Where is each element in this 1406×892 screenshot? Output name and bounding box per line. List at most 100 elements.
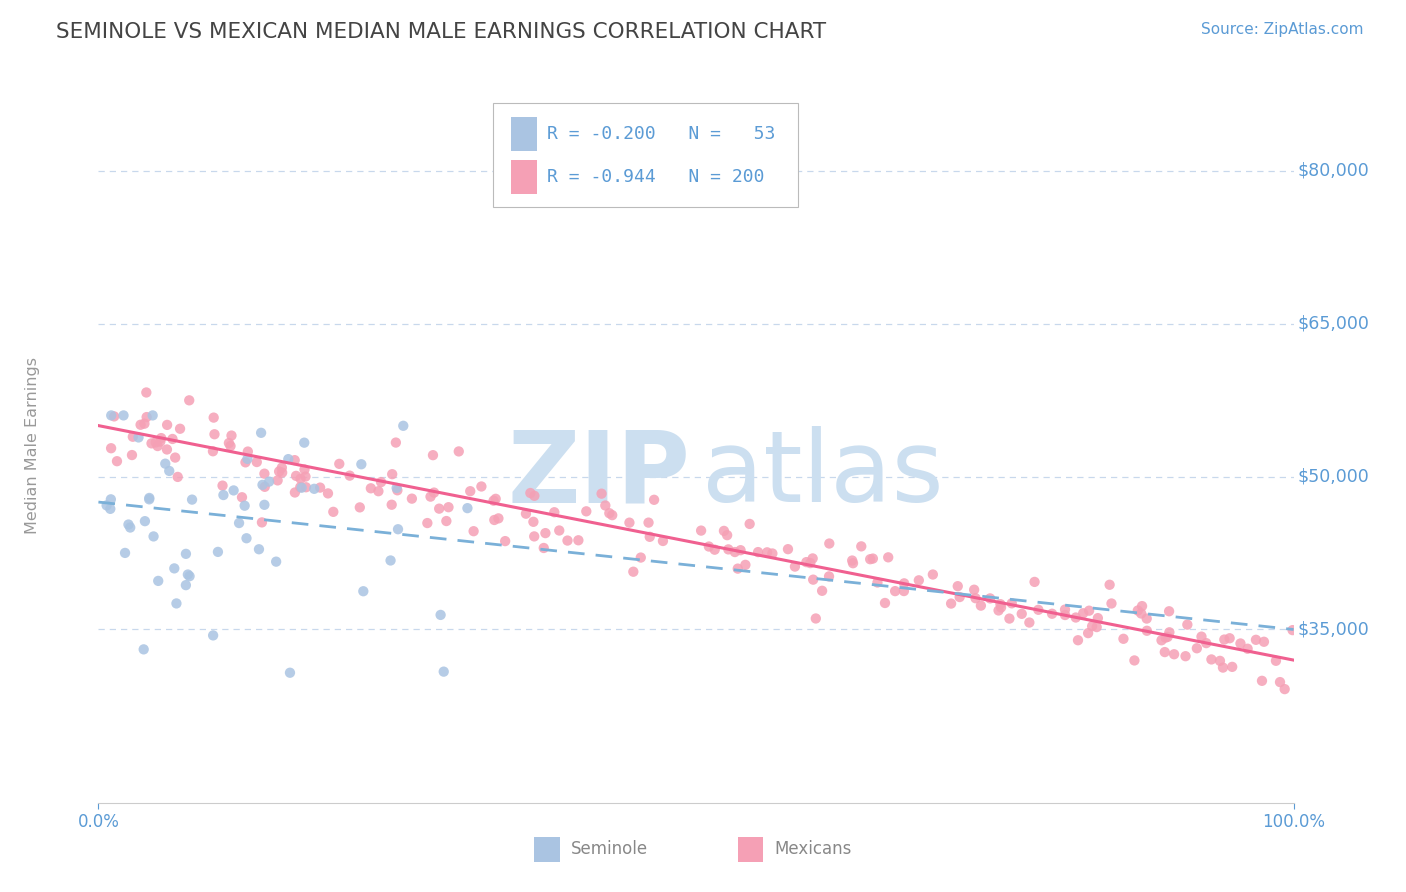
Point bbox=[841, 553, 863, 567]
Point bbox=[257, 475, 280, 489]
Point bbox=[1209, 654, 1232, 668]
Point bbox=[177, 567, 200, 582]
Point bbox=[990, 597, 1012, 611]
Point bbox=[811, 583, 834, 598]
Point bbox=[990, 600, 1012, 615]
Point bbox=[730, 543, 752, 558]
Point bbox=[98, 501, 121, 516]
Point bbox=[207, 545, 229, 559]
Point bbox=[1220, 660, 1243, 674]
Point bbox=[149, 434, 172, 449]
Point bbox=[134, 514, 156, 528]
Point bbox=[600, 508, 623, 523]
Point bbox=[1085, 620, 1108, 634]
Point bbox=[575, 504, 598, 518]
Point bbox=[112, 409, 135, 423]
Point bbox=[169, 422, 191, 436]
Point bbox=[138, 492, 160, 507]
Point bbox=[100, 409, 122, 423]
Point bbox=[484, 513, 506, 527]
Text: atlas: atlas bbox=[702, 426, 943, 523]
FancyBboxPatch shape bbox=[738, 837, 763, 862]
Point bbox=[349, 500, 371, 515]
Point bbox=[949, 590, 972, 604]
Point bbox=[1251, 673, 1274, 688]
Point bbox=[204, 427, 226, 442]
Point bbox=[1163, 647, 1185, 661]
Point bbox=[703, 542, 725, 557]
Point bbox=[1175, 617, 1198, 632]
Point bbox=[266, 474, 288, 488]
Point bbox=[328, 457, 350, 471]
Point bbox=[219, 439, 242, 453]
Point bbox=[713, 524, 735, 538]
Point bbox=[1264, 654, 1286, 668]
Point bbox=[322, 505, 344, 519]
Point bbox=[1053, 602, 1076, 616]
Point bbox=[290, 472, 312, 486]
Point bbox=[264, 555, 287, 569]
Point bbox=[557, 533, 579, 548]
Point bbox=[100, 441, 122, 455]
Point bbox=[842, 556, 865, 570]
Point bbox=[873, 596, 896, 610]
Point bbox=[385, 435, 408, 450]
Point bbox=[1201, 652, 1223, 666]
Point bbox=[818, 569, 841, 583]
Point bbox=[1087, 611, 1109, 625]
Point bbox=[486, 511, 509, 525]
Point bbox=[1154, 631, 1177, 645]
Point bbox=[761, 547, 783, 561]
Point bbox=[1156, 630, 1178, 644]
Point bbox=[246, 455, 269, 469]
FancyBboxPatch shape bbox=[510, 160, 537, 194]
Point bbox=[350, 457, 373, 471]
Point bbox=[1028, 603, 1050, 617]
Text: Source: ZipAtlas.com: Source: ZipAtlas.com bbox=[1201, 22, 1364, 37]
Point bbox=[652, 533, 675, 548]
Point bbox=[128, 430, 150, 444]
Point bbox=[1212, 660, 1234, 674]
Point bbox=[1174, 649, 1197, 664]
Point bbox=[893, 584, 915, 599]
Point bbox=[1274, 682, 1296, 697]
Text: R = -0.944   N = 200: R = -0.944 N = 200 bbox=[547, 168, 763, 186]
Point bbox=[458, 484, 481, 499]
Point bbox=[165, 450, 187, 465]
Point bbox=[519, 486, 541, 500]
Point bbox=[1281, 623, 1303, 637]
Point bbox=[638, 530, 661, 544]
Point bbox=[422, 448, 444, 462]
Point bbox=[939, 597, 962, 611]
Point bbox=[291, 481, 314, 495]
Point bbox=[1136, 624, 1159, 638]
Point bbox=[1130, 607, 1153, 621]
Point bbox=[367, 484, 389, 499]
Point bbox=[433, 665, 456, 679]
Point bbox=[233, 499, 256, 513]
Point bbox=[851, 540, 873, 554]
Point bbox=[247, 542, 270, 557]
Point bbox=[181, 492, 204, 507]
Point bbox=[548, 524, 571, 538]
Point bbox=[138, 491, 160, 505]
Point bbox=[145, 435, 167, 450]
Point bbox=[120, 520, 142, 534]
Point bbox=[179, 569, 201, 583]
Point bbox=[619, 516, 641, 530]
Point bbox=[643, 492, 665, 507]
Point bbox=[146, 439, 169, 453]
Point bbox=[1195, 636, 1218, 650]
Point bbox=[1101, 597, 1123, 611]
Point bbox=[1123, 653, 1146, 667]
Point bbox=[284, 485, 307, 500]
Point bbox=[252, 478, 274, 492]
Point bbox=[1126, 603, 1149, 617]
Point bbox=[1130, 599, 1153, 613]
Point bbox=[447, 444, 470, 458]
FancyBboxPatch shape bbox=[534, 837, 560, 862]
Point bbox=[523, 489, 546, 503]
Point bbox=[385, 481, 408, 495]
Point bbox=[290, 480, 312, 494]
Point bbox=[316, 486, 339, 500]
